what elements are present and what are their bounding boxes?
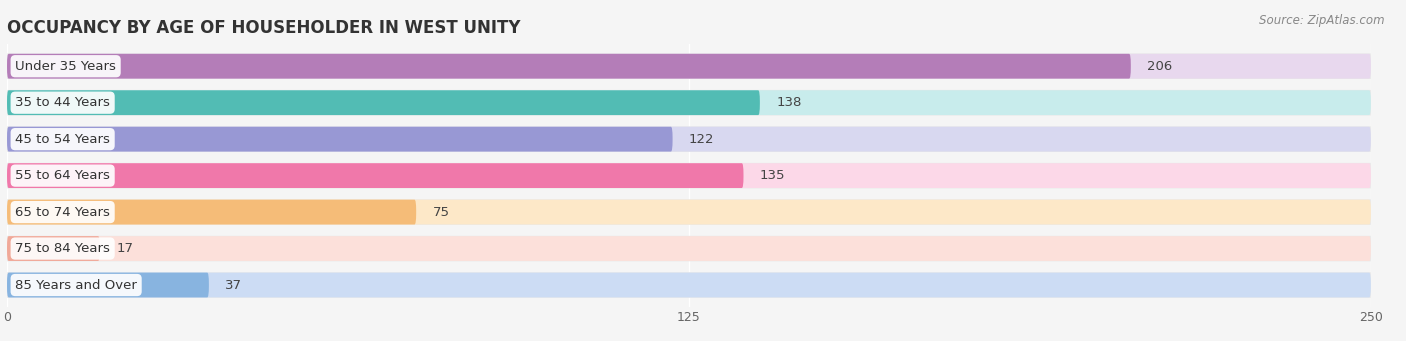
FancyBboxPatch shape bbox=[7, 54, 1371, 79]
FancyBboxPatch shape bbox=[7, 90, 1371, 115]
FancyBboxPatch shape bbox=[7, 54, 1130, 79]
FancyBboxPatch shape bbox=[7, 272, 1371, 298]
Text: 55 to 64 Years: 55 to 64 Years bbox=[15, 169, 110, 182]
Text: 35 to 44 Years: 35 to 44 Years bbox=[15, 96, 110, 109]
Text: 75: 75 bbox=[433, 206, 450, 219]
FancyBboxPatch shape bbox=[7, 163, 744, 188]
FancyBboxPatch shape bbox=[7, 90, 1371, 116]
Text: 75 to 84 Years: 75 to 84 Years bbox=[15, 242, 110, 255]
FancyBboxPatch shape bbox=[7, 163, 1371, 188]
Text: Source: ZipAtlas.com: Source: ZipAtlas.com bbox=[1260, 14, 1385, 27]
FancyBboxPatch shape bbox=[7, 200, 416, 224]
Text: 65 to 74 Years: 65 to 74 Years bbox=[15, 206, 110, 219]
Text: 37: 37 bbox=[225, 279, 242, 292]
FancyBboxPatch shape bbox=[7, 90, 759, 115]
FancyBboxPatch shape bbox=[7, 199, 1371, 225]
FancyBboxPatch shape bbox=[7, 54, 1371, 79]
FancyBboxPatch shape bbox=[7, 200, 1371, 224]
Text: OCCUPANCY BY AGE OF HOUSEHOLDER IN WEST UNITY: OCCUPANCY BY AGE OF HOUSEHOLDER IN WEST … bbox=[7, 19, 520, 37]
FancyBboxPatch shape bbox=[7, 236, 1371, 261]
FancyBboxPatch shape bbox=[7, 163, 1371, 188]
Text: 206: 206 bbox=[1147, 60, 1173, 73]
Text: 17: 17 bbox=[117, 242, 134, 255]
FancyBboxPatch shape bbox=[7, 127, 1371, 152]
FancyBboxPatch shape bbox=[7, 236, 1371, 261]
FancyBboxPatch shape bbox=[7, 236, 100, 261]
Text: 135: 135 bbox=[759, 169, 786, 182]
FancyBboxPatch shape bbox=[7, 272, 209, 297]
FancyBboxPatch shape bbox=[7, 127, 672, 151]
FancyBboxPatch shape bbox=[7, 272, 1371, 297]
Text: 85 Years and Over: 85 Years and Over bbox=[15, 279, 138, 292]
FancyBboxPatch shape bbox=[7, 127, 1371, 151]
Text: 45 to 54 Years: 45 to 54 Years bbox=[15, 133, 110, 146]
Text: 138: 138 bbox=[776, 96, 801, 109]
Text: Under 35 Years: Under 35 Years bbox=[15, 60, 117, 73]
Text: 122: 122 bbox=[689, 133, 714, 146]
